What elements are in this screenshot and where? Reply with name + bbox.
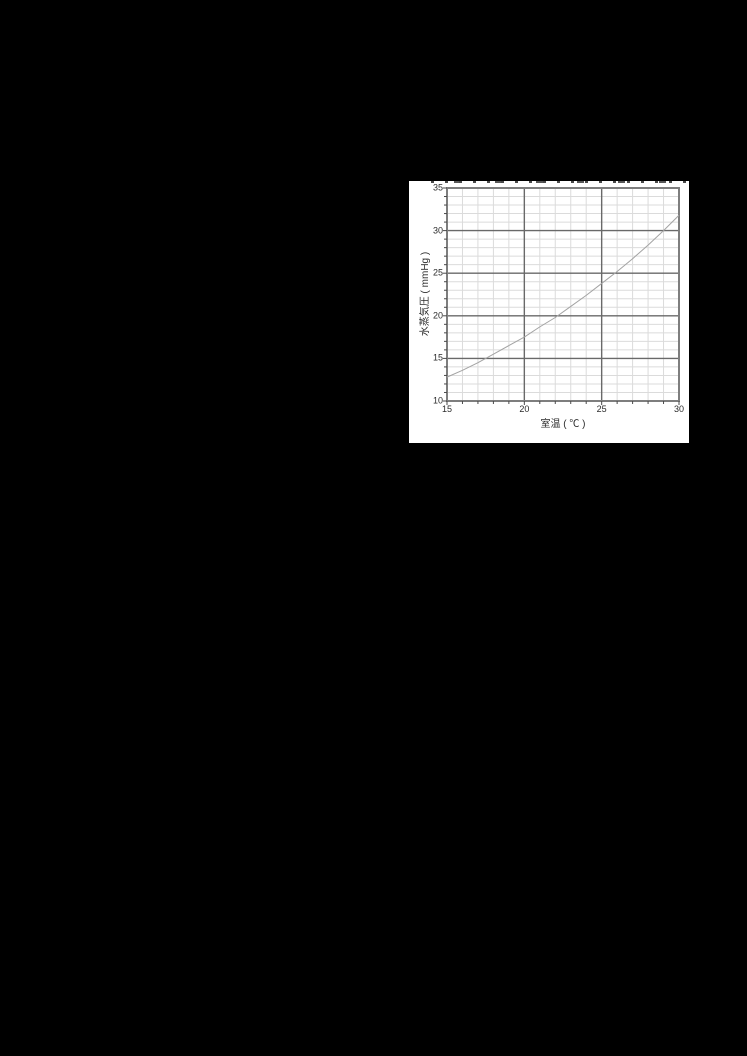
- vapor-pressure-chart-panel: 10 15 20 25 30 35 15 20 25 30 水蒸気圧 ( mmHg ) 室温 (…: [409, 181, 689, 443]
- y-tick-label: 15: [432, 352, 443, 363]
- plot-svg: [443, 187, 680, 405]
- y-tick-label: 25: [432, 267, 443, 278]
- x-tick-label: 15: [441, 404, 453, 414]
- x-tick-label: 20: [519, 404, 530, 414]
- clipped-text-remnant: [431, 181, 687, 183]
- plot-area: [443, 187, 680, 405]
- y-tick-label: 35: [432, 182, 443, 193]
- y-tick-label: 20: [432, 310, 443, 321]
- y-tick-label: 30: [432, 225, 443, 236]
- x-tick-label: 30: [673, 404, 685, 414]
- y-axis-title: 水蒸気圧 ( mmHg ): [420, 251, 431, 337]
- saturated-water-vapor-pressure-curve: [446, 214, 680, 378]
- plot-frame: [446, 187, 680, 402]
- x-axis-title: 室温 ( ℃ ): [540, 419, 586, 430]
- y-tick-label: 10: [432, 395, 443, 406]
- x-tick-label: 25: [596, 404, 607, 414]
